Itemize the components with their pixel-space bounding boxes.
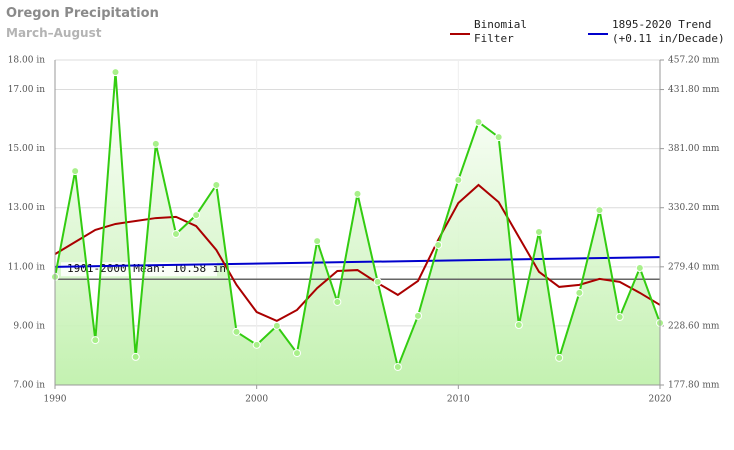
data-point: [393, 362, 402, 371]
x-tick-label: 1990: [44, 395, 67, 405]
y2-tick-label: 381.00 mm: [668, 144, 720, 154]
x-tick-label: 2000: [245, 395, 268, 405]
area: [55, 72, 660, 385]
data-point: [172, 230, 180, 239]
data-point: [575, 288, 584, 297]
data-point: [454, 175, 463, 184]
y-tick-label: 7.00 in: [13, 381, 45, 391]
data-point: [535, 227, 543, 236]
y-tick-label: 17.00 in: [8, 85, 46, 95]
y2-tick-label: 431.80 mm: [668, 85, 720, 95]
data-point: [71, 167, 80, 176]
y-tick-label: 15.00 in: [8, 144, 46, 154]
trend-line: [54, 256, 661, 268]
series-line: [54, 183, 661, 322]
data-point: [514, 321, 523, 330]
y2-tick-label: 330.20 mm: [668, 203, 720, 213]
data-point: [111, 68, 120, 77]
y-tick-label: 11.00 in: [8, 262, 46, 272]
data-point: [192, 211, 201, 220]
x-tick-label: 2020: [649, 395, 672, 405]
data-point: [595, 206, 604, 215]
y-tick-label: 13.00 in: [8, 203, 46, 213]
y2-tick-label: 457.20 mm: [668, 56, 720, 66]
chart-title: Oregon Precipitation: [6, 6, 159, 21]
data-point: [293, 349, 301, 358]
data-point: [615, 313, 624, 322]
data-point: [151, 139, 160, 148]
data-point: [131, 352, 140, 361]
data-point: [252, 340, 261, 349]
data-point: [635, 264, 644, 272]
data-point: [353, 189, 362, 198]
legend-swatch: [588, 33, 608, 35]
data-point: [212, 180, 221, 189]
legend-swatch: [450, 33, 470, 35]
data-point: [474, 118, 483, 127]
data-point: [232, 327, 241, 336]
legend-label: Binomial Filter: [474, 18, 527, 45]
data-point: [555, 353, 564, 362]
y2-tick-label: 228.60 mm: [668, 321, 720, 331]
data-point: [313, 237, 322, 246]
data-point: [333, 297, 342, 306]
legend-label: 1895-2020 Trend (+0.11 in/Decade): [612, 18, 725, 45]
y-tick-label: 9.00 in: [13, 321, 45, 331]
data-point: [434, 240, 443, 249]
y-tick-label: 18.00 in: [8, 56, 46, 66]
y2-tick-label: 177.80 mm: [668, 381, 720, 391]
data-point: [272, 321, 281, 330]
data-point: [414, 311, 422, 320]
data-point: [91, 336, 100, 345]
data-point: [494, 133, 503, 142]
chart-subtitle: March–August: [6, 26, 102, 40]
data-point: [373, 277, 382, 286]
x-tick-label: 2010: [447, 395, 470, 405]
y2-tick-label: 279.40 mm: [668, 262, 720, 272]
